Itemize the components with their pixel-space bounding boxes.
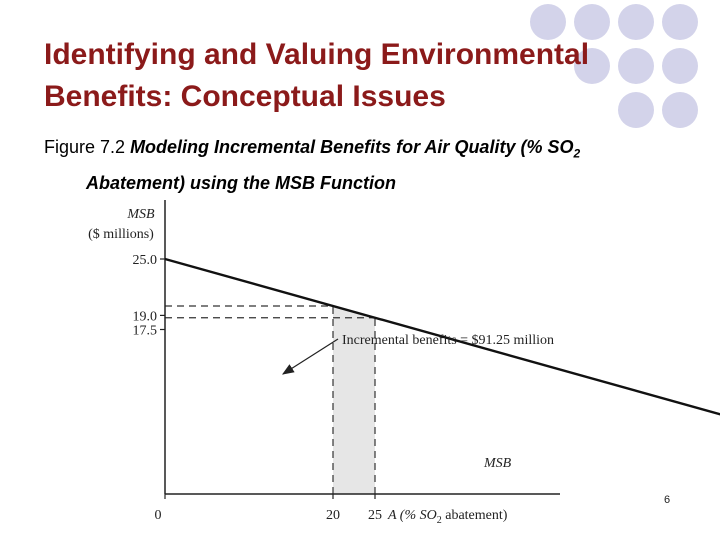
x-axis-label-prefix: A (% SO <box>387 508 437 523</box>
x-tick-label-25: 25 <box>368 508 382 523</box>
x-axis-label-subscript: 2 <box>437 515 442 526</box>
msb-line <box>164 257 720 416</box>
x-tick-label-20: 20 <box>326 508 340 523</box>
figure-description-subscript: 2 <box>573 146 581 161</box>
y-tick-label-25_0: 25.0 <box>133 253 158 268</box>
figure-description-line-1: Modeling Incremental Benefits for Air Qu… <box>130 137 574 157</box>
x-tick-label-0: 0 <box>155 508 162 523</box>
shaded-area-incremental-benefits <box>333 306 375 494</box>
figure-description-line-2: Abatement) using the MSB Function <box>86 172 396 193</box>
incremental-benefits-annotation: Incremental benefits = $91.25 million <box>342 333 554 348</box>
title-line-1: Identifying and Valuing Environmental <box>44 38 590 71</box>
slide-title: Identifying and Valuing Environmental Be… <box>44 34 684 118</box>
figure-caption: Figure 7.2 Modeling Incremental Benefits… <box>44 133 704 198</box>
annotation-arrow <box>281 338 339 375</box>
y-tick-label-19_0: 19.0 <box>133 309 158 324</box>
title-line-2: Benefits: Conceptual Issues <box>44 80 446 113</box>
page-number: 6 <box>664 494 671 506</box>
x-axis-label: A (% SO2 abatement) <box>387 508 508 526</box>
y-axis-label-line-1: MSB <box>126 207 155 222</box>
y-tick-label-17_5: 17.5 <box>133 324 158 339</box>
figure-number: Figure 7.2 <box>44 137 126 157</box>
y-axis-label-line-2: ($ millions) <box>88 227 154 242</box>
x-axis-label-suffix: abatement) <box>442 508 508 523</box>
series-label-msb: MSB <box>483 456 512 471</box>
